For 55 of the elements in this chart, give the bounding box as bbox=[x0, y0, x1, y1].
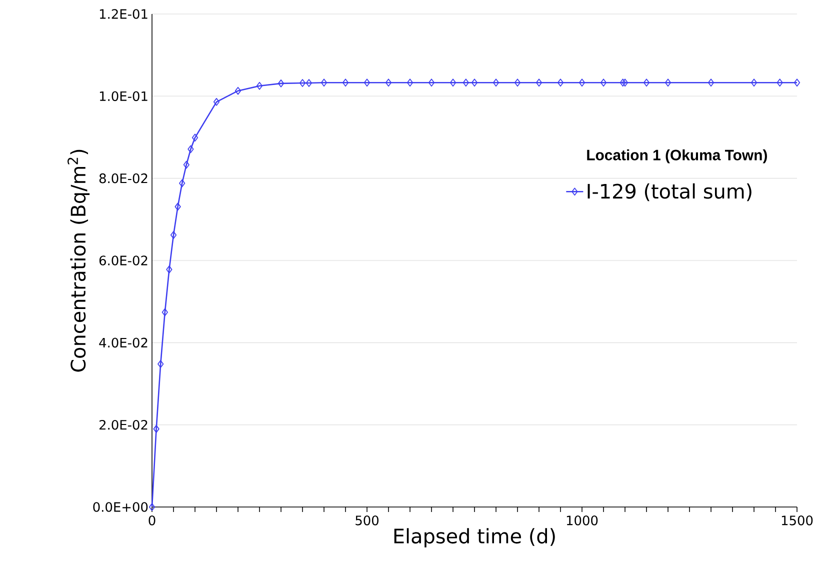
point bbox=[153, 425, 160, 433]
point bbox=[620, 78, 626, 87]
y-tick-label: 4.0E-02 bbox=[99, 338, 148, 348]
point bbox=[514, 78, 521, 87]
point bbox=[256, 82, 263, 90]
point bbox=[450, 78, 456, 87]
point bbox=[188, 145, 194, 154]
point bbox=[306, 79, 312, 87]
point bbox=[776, 78, 783, 87]
y-tick-label: 8.0E-02 bbox=[99, 173, 148, 184]
y-axis-title: Concentration (Bq/m$^{2}$) bbox=[68, 150, 90, 372]
point bbox=[428, 78, 435, 87]
y-tick-label: 2.0E-02 bbox=[100, 420, 148, 430]
point bbox=[320, 78, 328, 87]
point bbox=[174, 202, 181, 211]
x-axis-title: Elapsed time (d) bbox=[394, 528, 555, 548]
point bbox=[342, 78, 349, 87]
point bbox=[278, 79, 284, 88]
point bbox=[600, 78, 607, 87]
point bbox=[158, 360, 164, 368]
point bbox=[166, 266, 172, 274]
point bbox=[364, 78, 370, 87]
point bbox=[213, 98, 220, 106]
x-tick-label: 0 bbox=[148, 516, 156, 526]
point bbox=[643, 78, 650, 87]
x-tick-label: 1000 bbox=[566, 516, 598, 526]
y-tick-label: 1.0E-01 bbox=[100, 91, 148, 102]
x-tick-label: 1500 bbox=[782, 516, 813, 526]
point bbox=[406, 78, 414, 87]
point bbox=[492, 78, 500, 87]
point bbox=[578, 78, 586, 87]
x-tick-label: 500 bbox=[356, 516, 378, 526]
point bbox=[471, 78, 478, 87]
point bbox=[170, 231, 177, 239]
point bbox=[794, 78, 800, 87]
point bbox=[536, 78, 542, 87]
point bbox=[234, 86, 242, 95]
y-tick-label: 6.0E-02 bbox=[99, 256, 148, 266]
legend-title: Location 1 (Okuma Town) bbox=[587, 149, 767, 164]
legend-label: I-129 (total sum) bbox=[588, 183, 752, 202]
point bbox=[192, 134, 198, 142]
point bbox=[664, 78, 672, 87]
point bbox=[385, 78, 392, 87]
point bbox=[179, 179, 186, 188]
point bbox=[162, 308, 168, 316]
point bbox=[183, 160, 190, 169]
point bbox=[557, 78, 564, 87]
y-tick-label: 0.0E+00 bbox=[93, 502, 148, 512]
point bbox=[462, 78, 469, 87]
point bbox=[299, 79, 306, 87]
point bbox=[622, 78, 628, 87]
point bbox=[708, 78, 714, 87]
y-tick-label: 1.2E-01 bbox=[100, 9, 148, 19]
point bbox=[750, 78, 758, 87]
point bbox=[148, 503, 156, 511]
